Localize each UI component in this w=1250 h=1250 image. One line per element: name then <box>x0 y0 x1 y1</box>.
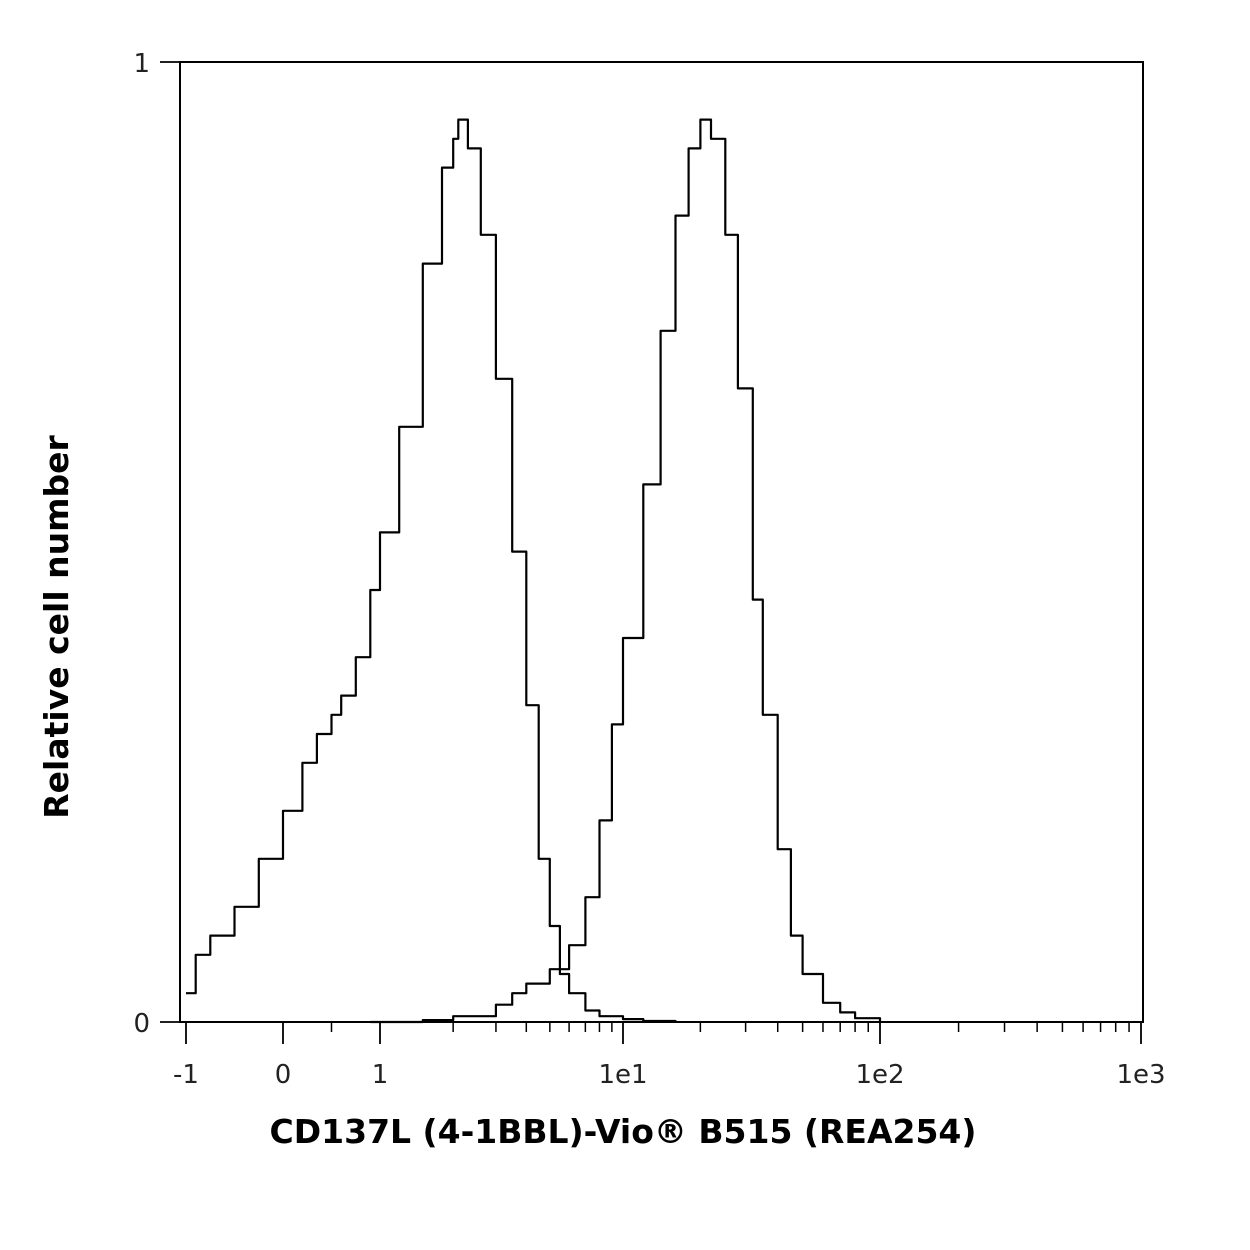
x-tick-label: 1e1 <box>598 1060 647 1090</box>
x-axis-title: CD137L (4-1BBL)-Vio® B515 (REA254) <box>270 1112 977 1151</box>
x-tick-label: -1 <box>173 1060 199 1090</box>
x-tick-label: 0 <box>275 1060 292 1090</box>
histogram-line-1 <box>186 118 677 1023</box>
plot-frame <box>179 61 1144 1023</box>
y-axis-ticks: 01 <box>133 49 182 1039</box>
x-axis-ticks: -1 0 1 1e1 1e2 1e3 <box>173 1022 1166 1090</box>
histogram-line-2 <box>370 118 882 1024</box>
histogram-series <box>186 118 882 1024</box>
y-axis-title: Relative cell number <box>37 435 76 819</box>
y-tick-label: 1 <box>133 49 150 79</box>
x-tick-label: 1e3 <box>1116 1060 1165 1090</box>
y-tick-label: 0 <box>133 1009 150 1039</box>
x-tick-label: 1 <box>372 1060 389 1090</box>
x-tick-label: 1e2 <box>855 1060 904 1090</box>
